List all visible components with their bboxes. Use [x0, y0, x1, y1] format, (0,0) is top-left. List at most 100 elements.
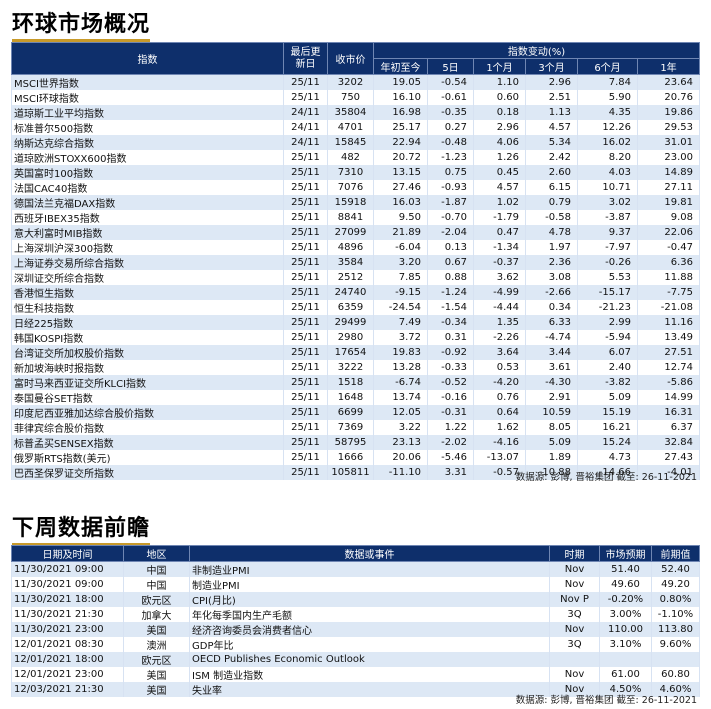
- change-ytd: 27.46: [373, 180, 428, 195]
- change-1y: -4.01: [637, 465, 700, 480]
- close-price: 3584: [327, 255, 374, 270]
- change-1m: 3.64: [473, 345, 526, 360]
- close-price: 7369: [327, 420, 374, 435]
- change-5d: -0.93: [427, 180, 474, 195]
- index-name: 俄罗斯RTS指数(美元): [11, 450, 284, 465]
- change-ytd: 13.28: [373, 360, 428, 375]
- change-3m: -4.30: [525, 375, 578, 390]
- header-6m: 6个月: [577, 58, 638, 75]
- table-row: 11/30/2021 18:00 欧元区 CPI(月比) Nov P -0.20% 0.8…: [11, 592, 700, 607]
- change-ytd: 23.13: [373, 435, 428, 450]
- change-5d: -0.61: [427, 90, 474, 105]
- change-6m: 15.19: [577, 405, 638, 420]
- table-row: 富时马来西亚证交所KLCI指数 25/11 1518 -6.74 -0.52 -4.20-…: [11, 375, 700, 390]
- change-6m: 8.20: [577, 150, 638, 165]
- header-3m: 3个月: [525, 58, 578, 75]
- change-1y: -21.08: [637, 300, 700, 315]
- change-ytd: -11.10: [373, 465, 428, 480]
- change-3m: 10.59: [525, 405, 578, 420]
- index-name: 深圳证交所综合指数: [11, 270, 284, 285]
- header-last-update: 最后更新日: [283, 42, 328, 75]
- event-forecast: 110.00: [599, 622, 652, 637]
- event-region: 美国: [123, 622, 190, 637]
- change-ytd: -6.74: [373, 375, 428, 390]
- table-row: 台湾证交所加权股价指数 25/11 17654 19.83 -0.92 3.64 3.44 6…: [11, 345, 700, 360]
- change-1y: 16.31: [637, 405, 700, 420]
- change-5d: -0.16: [427, 390, 474, 405]
- change-1m: 0.64: [473, 405, 526, 420]
- close-price: 4701: [327, 120, 374, 135]
- event-region: 欧元区: [123, 652, 190, 667]
- change-1y: 14.89: [637, 165, 700, 180]
- table-row: 11/30/2021 09:00 中国 非制造业PMI Nov 51.40 52.40: [11, 561, 700, 577]
- change-3m: 2.60: [525, 165, 578, 180]
- change-5d: 1.22: [427, 420, 474, 435]
- change-ytd: 3.20: [373, 255, 428, 270]
- table-row: 12/01/2021 18:00 欧元区 OECD Publishes Econom…: [11, 652, 700, 667]
- change-1m: 0.76: [473, 390, 526, 405]
- change-ytd: 3.22: [373, 420, 428, 435]
- change-1m: 0.53: [473, 360, 526, 375]
- change-1m: 1.35: [473, 315, 526, 330]
- event-region: 美国: [123, 682, 190, 697]
- header-period: 时期: [549, 545, 600, 562]
- event-name: GDP年比: [189, 637, 550, 652]
- event-period: Nov: [549, 622, 600, 637]
- table-row: 深圳证交所综合指数 25/11 2512 7.85 0.88 3.62 3.08 5.53 11…: [11, 270, 700, 285]
- header-1m: 1个月: [473, 58, 526, 75]
- change-ytd: 21.89: [373, 225, 428, 240]
- last-update: 25/11: [283, 420, 328, 435]
- change-5d: 0.13: [427, 240, 474, 255]
- table-row: 11/30/2021 21:30 加拿大 年化每季国内生产毛额 3Q 3.00% -1.1…: [11, 607, 700, 622]
- table-row: 上海证券交易所综合指数 25/11 3584 3.20 0.67 -0.37 2.36 -0.…: [11, 255, 700, 270]
- change-6m: 15.24: [577, 435, 638, 450]
- table-row: MSCI世界指数 25/11 3202 19.05 -0.54 1.10 2.96 7.84 2…: [11, 74, 700, 90]
- change-ytd: 9.50: [373, 210, 428, 225]
- change-5d: 0.27: [427, 120, 474, 135]
- change-6m: 5.90: [577, 90, 638, 105]
- last-update: 25/11: [283, 450, 328, 465]
- change-5d: -0.34: [427, 315, 474, 330]
- table-row: 香港恒生指数 25/11 24740 -9.15 -1.24 -4.99 -2.66 -15.…: [11, 285, 700, 300]
- index-name: 法国CAC40指数: [11, 180, 284, 195]
- change-3m: -0.58: [525, 210, 578, 225]
- close-price: 58795: [327, 435, 374, 450]
- close-price: 3202: [327, 74, 374, 90]
- calendar-section-title: 下周数据前瞻: [12, 510, 151, 546]
- change-ytd: 20.72: [373, 150, 428, 165]
- change-1m: -4.16: [473, 435, 526, 450]
- change-5d: -2.02: [427, 435, 474, 450]
- change-6m: 16.21: [577, 420, 638, 435]
- index-name: 上海证券交易所综合指数: [11, 255, 284, 270]
- event-previous: -1.10%: [651, 607, 700, 622]
- close-price: 7076: [327, 180, 374, 195]
- change-ytd: 16.98: [373, 105, 428, 120]
- table-row: 日经225指数 25/11 29499 7.49 -0.34 1.35 6.33 2.99 11…: [11, 315, 700, 330]
- header-ytd: 年初至今: [373, 58, 428, 75]
- change-1y: 23.00: [637, 150, 700, 165]
- change-1y: 6.36: [637, 255, 700, 270]
- header-change: 指数变动(%): [373, 42, 700, 59]
- change-5d: -2.04: [427, 225, 474, 240]
- table-row: 德国法兰克福DAX指数 25/11 15918 16.03 -1.87 1.02 0.79 3…: [11, 195, 700, 210]
- index-name: 泰国曼谷SET指数: [11, 390, 284, 405]
- last-update: 25/11: [283, 255, 328, 270]
- event-forecast: 51.40: [599, 561, 652, 577]
- change-1y: 27.51: [637, 345, 700, 360]
- close-price: 8841: [327, 210, 374, 225]
- close-price: 2980: [327, 330, 374, 345]
- event-datetime: 12/01/2021 23:00: [11, 667, 124, 682]
- change-ytd: 13.15: [373, 165, 428, 180]
- change-6m: -15.17: [577, 285, 638, 300]
- table-row: 西班牙IBEX35指数 25/11 8841 9.50 -0.70 -1.79 -0.58-…: [11, 210, 700, 225]
- change-6m: -5.94: [577, 330, 638, 345]
- table-row: 12/01/2021 23:00 美国 ISM 制造业指数 Nov 61.00 60.80: [11, 667, 700, 682]
- change-ytd: -9.15: [373, 285, 428, 300]
- change-6m: 10.71: [577, 180, 638, 195]
- change-5d: -5.46: [427, 450, 474, 465]
- event-datetime: 11/30/2021 23:00: [11, 622, 124, 637]
- event-forecast: [599, 652, 652, 667]
- change-3m: 3.44: [525, 345, 578, 360]
- change-3m: 2.91: [525, 390, 578, 405]
- change-1m: -2.26: [473, 330, 526, 345]
